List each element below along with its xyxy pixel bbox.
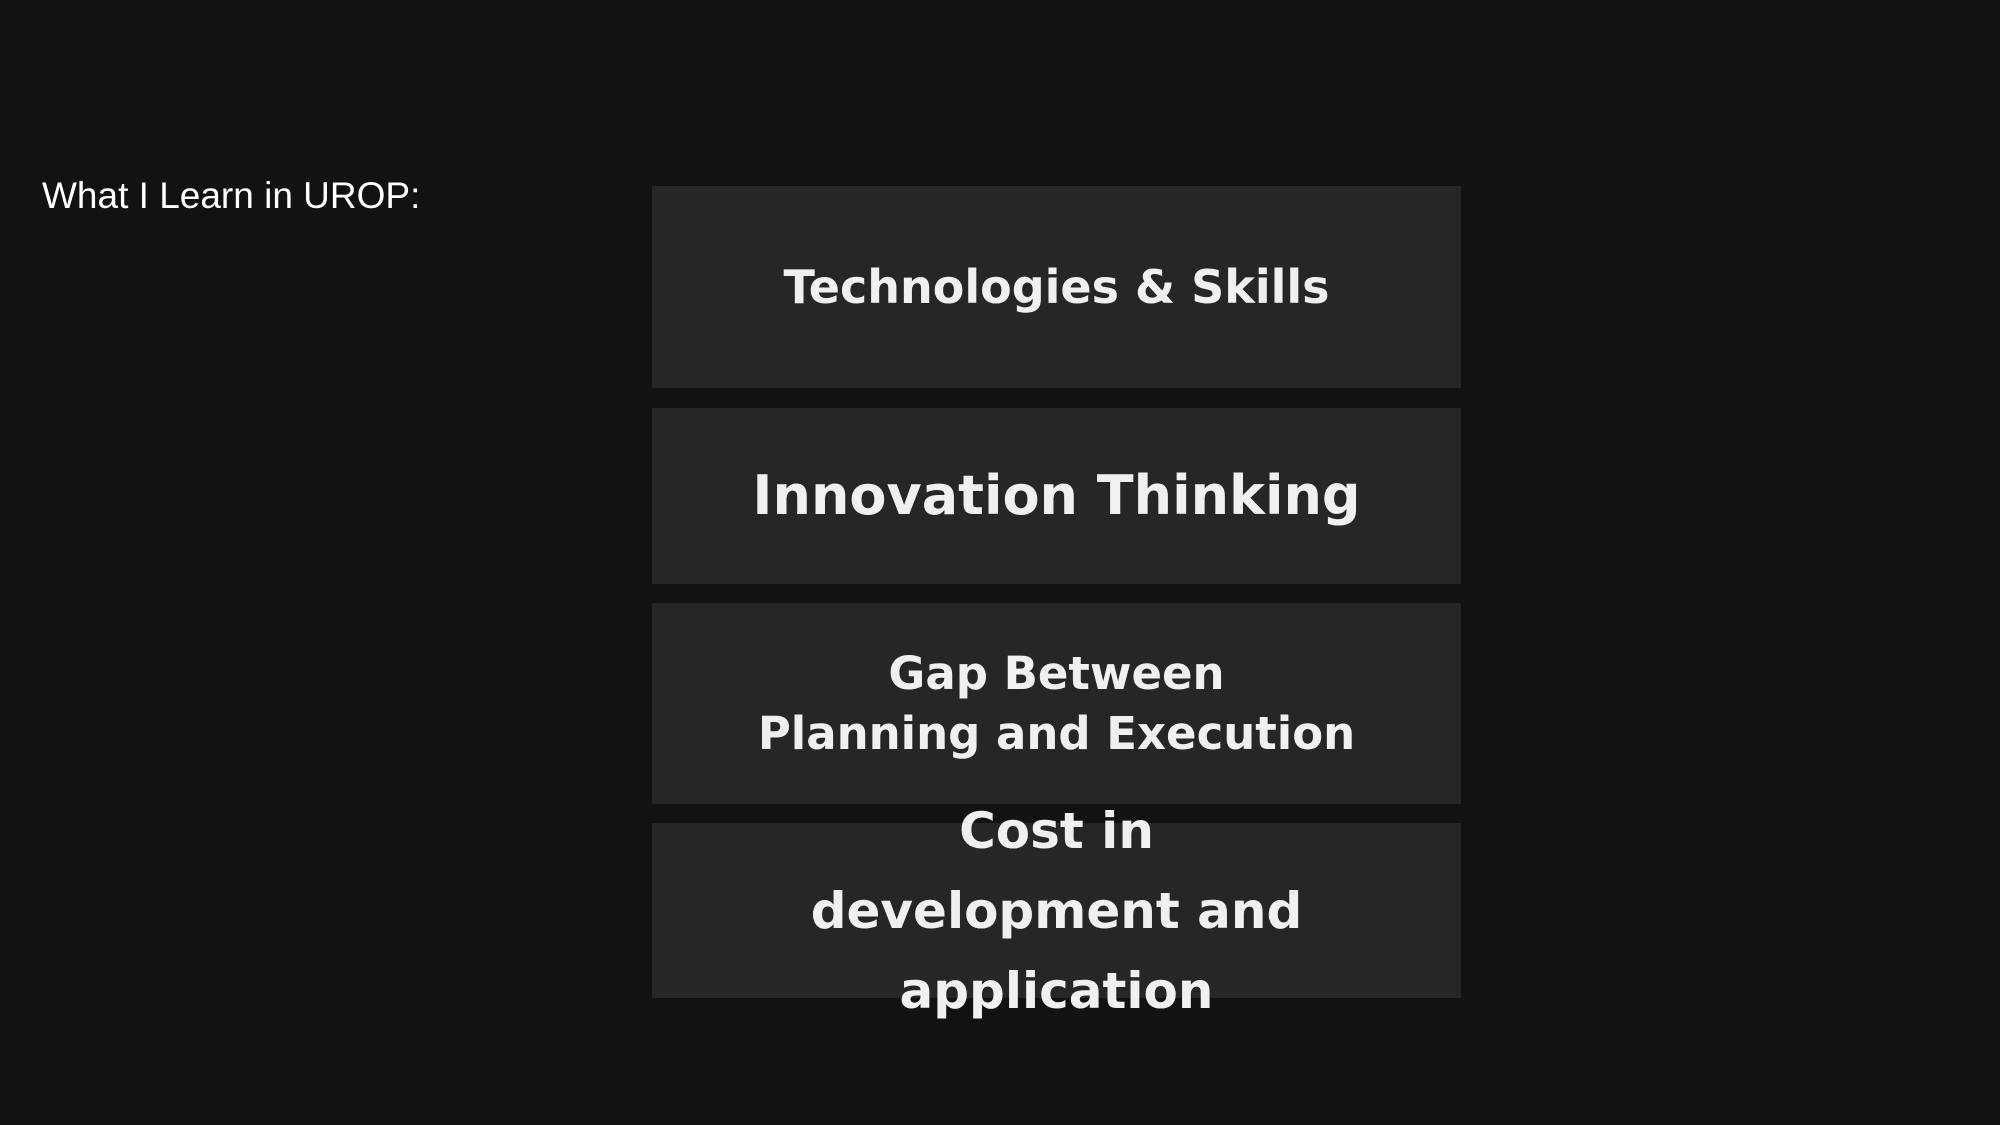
learning-item-line: Cost in <box>959 801 1154 860</box>
learning-item-innovation-thinking: Innovation Thinking <box>652 408 1461 584</box>
learning-item-line: development and application <box>810 881 1303 1020</box>
learning-item-text: Innovation Thinking <box>752 463 1360 529</box>
learning-item-text: Cost in development and application <box>652 791 1461 1031</box>
learning-item-technologies-skills: Technologies & Skills <box>652 186 1461 388</box>
learning-item-text: Gap Between Planning and Execution <box>758 644 1355 764</box>
learning-item-text: Technologies & Skills <box>783 258 1329 316</box>
learning-item-line: Innovation Thinking <box>752 464 1361 527</box>
learning-item-cost: Cost in development and application <box>652 802 1461 1020</box>
learning-item-line: Gap Between <box>888 646 1225 700</box>
learning-item-gap-planning-execution: Gap Between Planning and Execution <box>652 603 1461 804</box>
learning-item-line: Technologies & Skills <box>783 260 1330 314</box>
learning-item-line: Planning and Execution <box>757 706 1356 760</box>
slide-title: What I Learn in UROP: <box>42 175 421 216</box>
